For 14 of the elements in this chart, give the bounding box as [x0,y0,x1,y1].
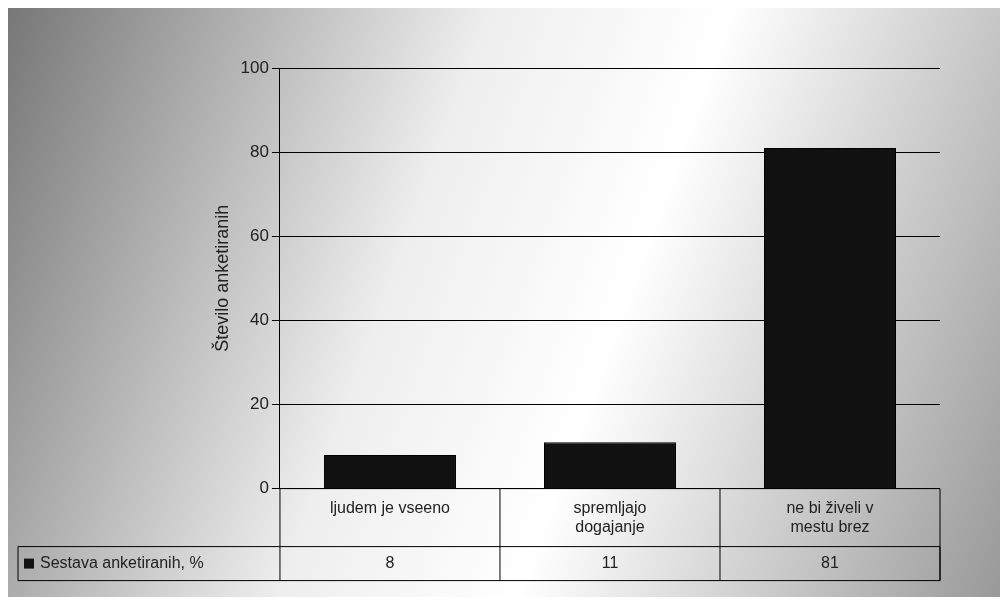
y-tick-label: 60 [250,225,269,245]
legend-label: Sestava anketiranih, % [40,554,204,572]
data-label: 11 [601,554,619,572]
y-tick-label: 0 [259,478,269,498]
x-tick-label: ljudem je vseeno [329,498,451,516]
x-tick-label: ne bi živeli v mestu brez [786,498,874,535]
y-tick-label: 100 [240,57,269,77]
y-axis-title: Število anketiranih [210,204,232,352]
data-label: 81 [821,554,839,572]
x-tick-label: spremljajo dogajanje [573,498,647,535]
y-tick-label: 40 [250,310,269,330]
y-tick-label: 80 [250,141,269,161]
data-label: 8 [385,554,395,572]
y-tick-label: 20 [250,394,269,414]
